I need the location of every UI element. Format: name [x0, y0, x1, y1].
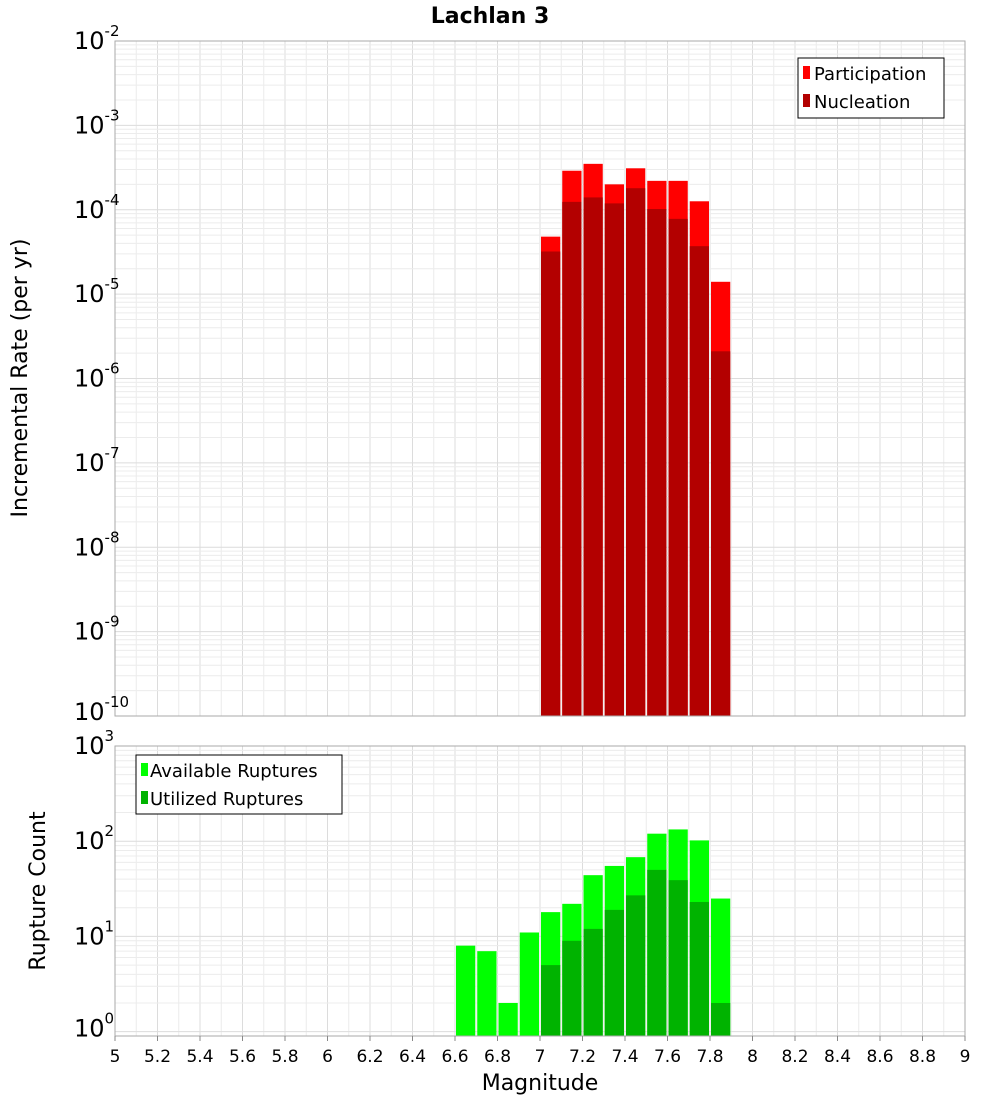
rate-ytick-label: 10-6: [74, 360, 120, 393]
count-y-axis-label: Rupture Count: [26, 811, 51, 971]
available-bar: [456, 945, 476, 1036]
nucleation-bar: [562, 201, 582, 716]
available-bar: [519, 932, 539, 1036]
count-ytick-label: 101: [74, 917, 114, 950]
rate-ytick-label: 10-3: [74, 106, 120, 139]
legend-label-utilized: Utilized Ruptures: [150, 789, 303, 810]
legend-swatch-participation: [803, 66, 810, 79]
available-bar: [477, 951, 497, 1036]
rate-panel: 10-10 10-9 10-8 10-7 10-6 10-5 10-4 10-3 10-2 In…: [8, 22, 966, 726]
utilized-bar: [711, 1002, 731, 1036]
x-tick-label: 8.2: [781, 1047, 808, 1067]
x-tick-label: 6: [322, 1047, 333, 1067]
utilized-bar: [604, 909, 624, 1036]
chart-title: Lachlan 3: [431, 4, 550, 29]
x-tick-label: 6.6: [441, 1047, 468, 1067]
nucleation-bar: [689, 246, 709, 716]
count-ytick-label: 102: [74, 822, 114, 855]
x-tick-label: 9: [960, 1047, 971, 1067]
rate-ytick-label: 10-5: [74, 275, 120, 308]
rate-legend-box: [797, 57, 945, 119]
count-ytick-label: 103: [74, 727, 114, 760]
x-tick-label: 5: [110, 1047, 121, 1067]
x-tick-label: 5.2: [144, 1047, 171, 1067]
x-tick-label: 8.6: [866, 1047, 893, 1067]
utilized-bar: [668, 880, 688, 1036]
count-bars: [456, 829, 731, 1036]
x-tick-label: 5.8: [271, 1047, 298, 1067]
nucleation-bars: [541, 188, 731, 717]
x-tick-label: 7.2: [569, 1047, 596, 1067]
utilized-bar: [647, 869, 667, 1036]
nucleation-bar: [583, 197, 603, 717]
utilized-bar: [689, 901, 709, 1036]
nucleation-bar: [626, 188, 646, 717]
count-y-ticks: 100 101 102 103: [74, 727, 114, 1043]
count-panel: 100 101 102 103 Rupture Count Available Rup…: [26, 727, 970, 1096]
rate-grid: [114, 41, 966, 717]
x-axis-label: Magnitude: [482, 1071, 599, 1096]
x-tick-label: 7.6: [654, 1047, 681, 1067]
rate-y-ticks: 10-10 10-9 10-8 10-7 10-6 10-5 10-4 10-3 10-2: [74, 22, 129, 726]
x-tick-label: 7: [535, 1047, 546, 1067]
rate-ytick-label: 10-4: [74, 191, 120, 224]
utilized-bar: [583, 928, 603, 1036]
legend-label-nucleation: Nucleation: [814, 92, 910, 113]
legend-swatch-utilized: [141, 791, 148, 804]
legend-label-available: Available Ruptures: [150, 761, 318, 782]
x-tick-label: 5.4: [186, 1047, 213, 1067]
legend-label-participation: Participation: [814, 64, 926, 85]
x-tick-label: 8: [747, 1047, 758, 1067]
x-tick-label: 6.4: [399, 1047, 426, 1067]
rate-ytick-label: 10-10: [74, 693, 129, 726]
available-bar: [498, 1002, 518, 1036]
nucleation-bar: [711, 351, 731, 716]
available-bar: [711, 898, 731, 1036]
nucleation-bar: [541, 251, 561, 716]
rate-ytick-label: 10-2: [74, 22, 120, 55]
utilized-bar: [541, 965, 561, 1036]
x-tick-label: 6.2: [356, 1047, 383, 1067]
count-legend: Available Ruptures Utilized Ruptures: [135, 754, 343, 815]
utilized-bar: [562, 940, 582, 1036]
utilized-bars: [541, 869, 731, 1036]
nucleation-bar: [668, 218, 688, 716]
utilized-bar: [626, 895, 646, 1036]
x-ticks: 5 5.2 5.4 5.6 5.8 6 6.2 6.4 6.6 6.8 7 7.2 7.4 7.6 7.8 8…: [110, 1036, 971, 1067]
rate-bars: [541, 163, 731, 717]
count-legend-box: [135, 754, 343, 815]
x-tick-label: 8.4: [824, 1047, 851, 1067]
legend-swatch-nucleation: [803, 94, 810, 107]
count-ytick-label: 100: [74, 1010, 114, 1043]
rate-ytick-label: 10-7: [74, 444, 120, 477]
rate-plot-frame: [114, 40, 966, 717]
nucleation-bar: [604, 203, 624, 716]
rate-y-axis-label: Incremental Rate (per yr): [8, 239, 33, 518]
rate-ytick-label: 10-9: [74, 613, 120, 646]
x-tick-label: 7.4: [611, 1047, 638, 1067]
x-tick-label: 5.6: [229, 1047, 256, 1067]
nucleation-bar: [647, 209, 667, 716]
x-tick-label: 7.8: [696, 1047, 723, 1067]
rate-ytick-label: 10-8: [74, 528, 120, 561]
x-tick-label: 6.8: [484, 1047, 511, 1067]
legend-swatch-available: [141, 763, 148, 776]
rate-legend: Participation Nucleation: [797, 57, 945, 119]
x-tick-label: 8.8: [909, 1047, 936, 1067]
